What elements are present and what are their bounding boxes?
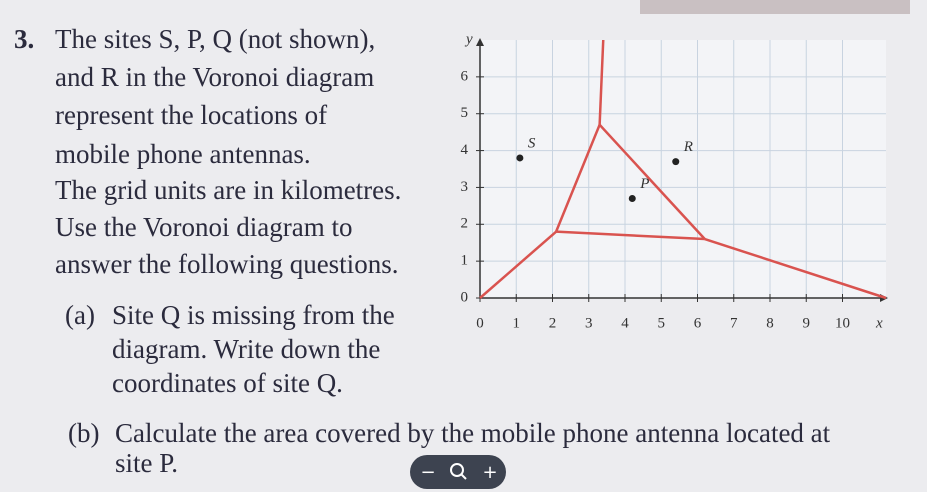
y-tick-label: 5	[461, 105, 469, 121]
x-tick-label: 4	[621, 315, 629, 331]
site-label: R	[683, 139, 693, 155]
zoom-icon	[450, 463, 464, 477]
x-tick-label: 1	[513, 315, 521, 331]
question-line: Use the Voronoi diagram to	[55, 212, 352, 242]
part-line: Calculate the area covered by the mobile…	[115, 418, 831, 448]
part-label: (a)	[65, 300, 95, 330]
zoom-pill	[410, 455, 506, 489]
zoom-out[interactable]: −	[420, 462, 435, 483]
question-number: 3.	[14, 24, 34, 54]
axis-arrow	[476, 38, 484, 46]
y-tick-label: 2	[461, 216, 469, 232]
x-tick-label: 8	[766, 315, 774, 331]
site-label: P	[639, 176, 649, 192]
y-tick-label: 4	[461, 142, 469, 158]
x-tick-label: 6	[694, 315, 702, 331]
x-axis-label: x	[875, 315, 883, 331]
question-line: The sites S, P, Q (not shown),	[55, 24, 375, 54]
site-point	[516, 154, 524, 162]
voronoi-edge	[598, 123, 706, 240]
y-tick-label: 0	[461, 289, 469, 305]
y-axis-label: y	[464, 31, 473, 47]
part-line: diagram. Write down the	[112, 334, 380, 364]
site-point	[628, 194, 636, 202]
x-tick-label: 2	[549, 315, 557, 331]
voronoi-edge	[554, 124, 601, 233]
part-line: site P.	[115, 448, 178, 478]
x-tick-label: 10	[835, 315, 850, 331]
part-line: coordinates of site Q.	[112, 368, 343, 398]
site-label: S	[528, 135, 536, 151]
question-line: answer the following questions.	[55, 249, 398, 279]
voronoi-edge	[598, 39, 605, 125]
x-tick-label: 0	[476, 315, 484, 331]
part-label: (b)	[68, 418, 99, 448]
zoom-in[interactable]: +	[482, 462, 497, 483]
x-tick-label: 5	[658, 315, 666, 331]
part-line: Site Q is missing from the	[112, 300, 395, 330]
y-tick-label: 3	[461, 179, 469, 195]
zoom-control[interactable]: − +	[410, 455, 506, 489]
x-tick-label: 7	[730, 315, 738, 331]
question-line: represent the locations of	[55, 100, 327, 130]
x-tick-label: 9	[803, 315, 811, 331]
question-line: mobile phone antennas.	[55, 139, 311, 169]
question-line: The grid units are in kilometres.	[55, 175, 401, 205]
zoom-icon-handle	[460, 473, 467, 480]
site-point	[672, 158, 680, 166]
top-strip	[640, 0, 910, 14]
plot-area	[480, 40, 886, 298]
question-line: and R in the Voronoi diagram	[55, 62, 374, 92]
y-tick-label: 1	[461, 253, 469, 269]
x-tick-label: 3	[585, 315, 593, 331]
voronoi-edge	[479, 230, 557, 299]
voronoi-edge	[556, 230, 705, 241]
voronoi-edge	[704, 237, 887, 300]
y-tick-label: 6	[461, 68, 469, 84]
